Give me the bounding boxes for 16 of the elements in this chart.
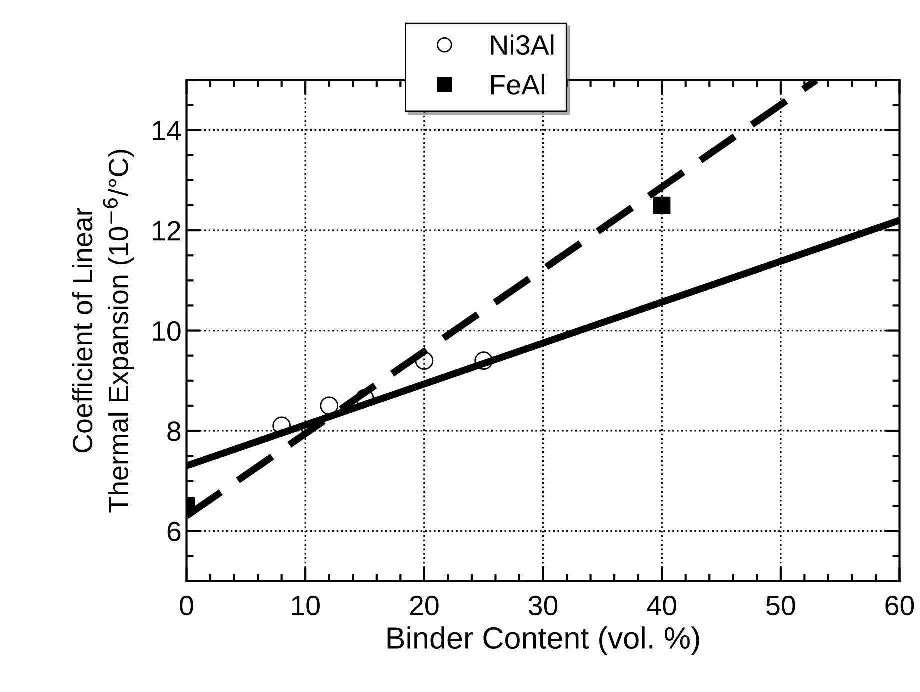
- legend-label: FeAl: [491, 74, 544, 95]
- y-axis-title: Coefficient of Linear Thermal Expansion (10$^{−6}$/°C): [72, 150, 134, 513]
- y-tick-label: 14: [153, 121, 182, 140]
- x-tick-label: 20: [410, 596, 439, 616]
- x-tick-label: 10: [292, 596, 320, 616]
- x-tick-label: 60: [886, 596, 914, 616]
- y-tick-label: 10: [153, 321, 181, 342]
- y-tick-label: 8: [168, 422, 181, 442]
- x-tick-label: 50: [766, 596, 796, 616]
- y-tick-label: 12: [153, 221, 181, 241]
- x-tick-label: 40: [647, 596, 676, 616]
- y-tick-label: 6: [168, 522, 181, 542]
- x-axis-title: Binder Content (vol. %): [388, 626, 700, 656]
- legend-label: Ni3Al: [491, 34, 554, 56]
- x-tick-label: 0: [180, 596, 194, 616]
- x-tick-label: 30: [528, 596, 558, 616]
